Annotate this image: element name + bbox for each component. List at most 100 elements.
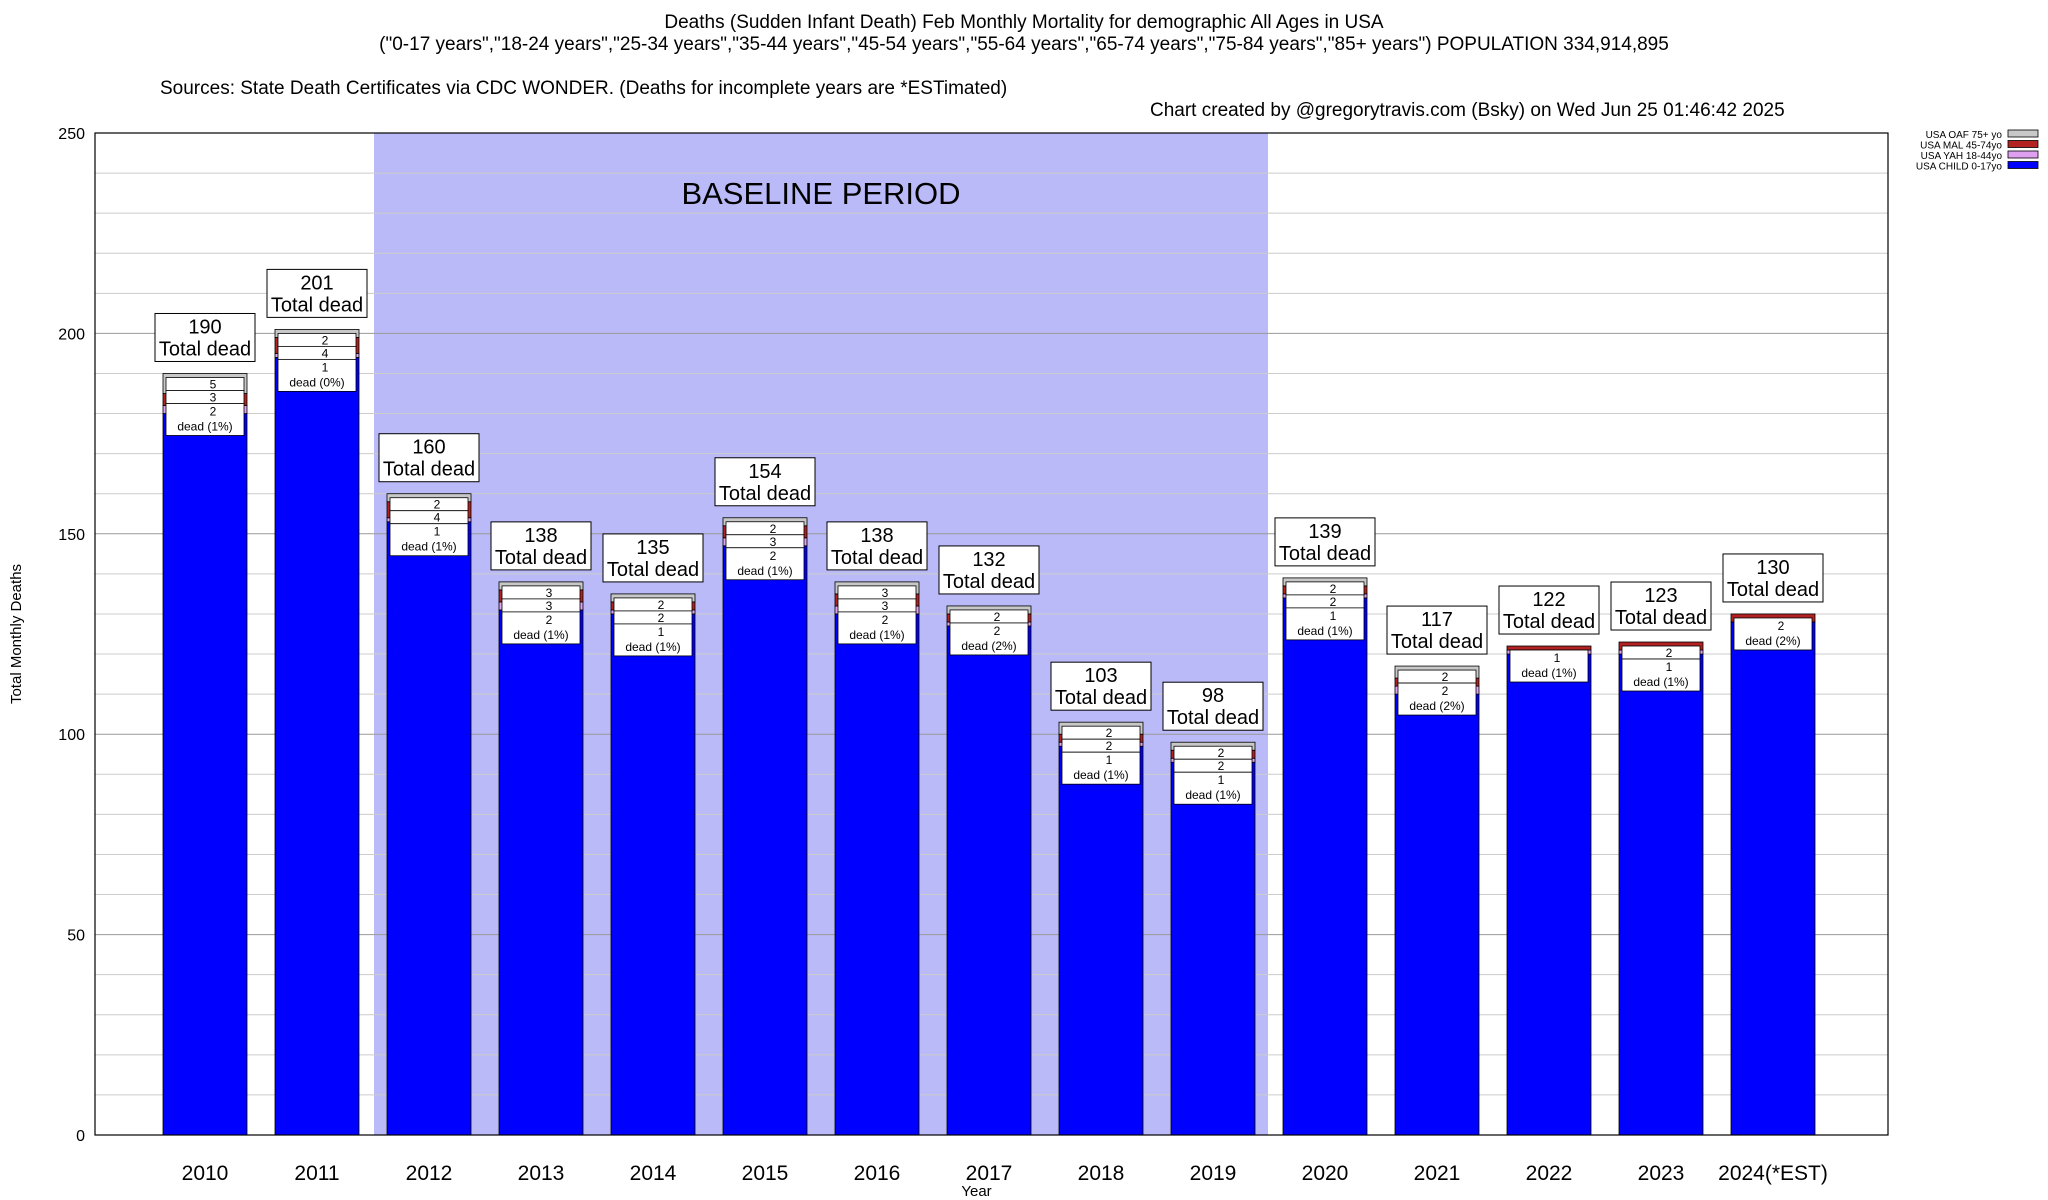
child-percent-label: dead (1%) <box>1521 666 1576 680</box>
child-value-label: 2 <box>1778 619 1785 633</box>
total-dead-label: Total dead <box>1727 579 1819 601</box>
child-value-label: 1 <box>1218 773 1225 787</box>
total-dead-label: Total dead <box>943 571 1035 593</box>
x-tick-label: 2011 <box>294 1162 339 1185</box>
x-tick-label: 2012 <box>406 1162 453 1185</box>
x-tick-label: 2024(*EST) <box>1718 1162 1828 1185</box>
total-value-label: 117 <box>1421 609 1453 631</box>
x-tick-label: 2016 <box>854 1162 901 1185</box>
total-label-box <box>714 457 816 507</box>
bar-segment <box>1170 761 1256 1136</box>
segment-label-box <box>1173 758 1253 773</box>
total-value-label: 130 <box>1756 557 1789 579</box>
legend-swatch <box>2007 140 2039 148</box>
sources-text: Sources: State Death Certificates via CD… <box>160 78 1008 99</box>
segment-value-label: 3 <box>882 599 889 613</box>
y-axis-label: Total Monthly Deaths <box>8 564 25 704</box>
segment-value-label: 5 <box>210 377 217 391</box>
child-percent-label: dead (1%) <box>1297 624 1352 638</box>
child-value-label: 2 <box>882 613 889 627</box>
child-value-label: 1 <box>434 525 441 539</box>
segment-label-box <box>501 598 581 613</box>
child-percent-label: dead (1%) <box>1633 675 1688 689</box>
total-value-label: 132 <box>972 549 1005 571</box>
bar-segment <box>498 609 584 1136</box>
x-tick-label: 2023 <box>1638 1162 1685 1185</box>
x-tick-label: 2015 <box>742 1162 789 1185</box>
bar-segment <box>1394 693 1480 1136</box>
segment-label-box <box>1061 725 1141 740</box>
legend-swatch <box>2007 129 2039 138</box>
child-percent-label: dead (1%) <box>737 564 792 578</box>
segment-value-label: 2 <box>434 498 441 512</box>
baseline-period-label: BASELINE PERIOD <box>681 176 960 211</box>
segment-label-box <box>501 585 581 600</box>
child-label-box <box>725 547 805 581</box>
bar-segment <box>1618 653 1704 1136</box>
segment-label-box <box>837 585 917 600</box>
segment-label-box <box>277 332 357 347</box>
child-percent-label: dead (1%) <box>1185 788 1240 802</box>
bar-segment <box>386 521 472 1136</box>
bar-segment <box>1058 745 1144 1136</box>
total-value-label: 122 <box>1532 589 1565 611</box>
segment-value-label: 2 <box>658 598 665 612</box>
segment-value-label: 3 <box>882 586 889 600</box>
bar-segment <box>1730 621 1816 1136</box>
segment-value-label: 2 <box>322 333 329 347</box>
segment-label-box <box>1173 745 1253 760</box>
total-dead-label: Total dead <box>1055 687 1147 709</box>
total-value-label: 98 <box>1202 685 1224 707</box>
plot-border <box>94 132 1889 1136</box>
child-value-label: 2 <box>210 404 217 418</box>
total-label-box <box>938 545 1040 595</box>
child-value-label: 1 <box>1666 660 1673 674</box>
total-label-box <box>1386 605 1488 655</box>
y-tick-label: 50 <box>67 928 85 945</box>
segment-label-box <box>613 597 693 612</box>
y-tick-label: 200 <box>58 326 85 343</box>
x-tick-label: 2018 <box>1078 1162 1125 1185</box>
total-label-box <box>378 433 480 483</box>
segment-value-label: 2 <box>770 522 777 536</box>
segment-value-label: 2 <box>1666 646 1673 660</box>
x-tick-label: 2020 <box>1302 1162 1349 1185</box>
child-percent-label: dead (1%) <box>625 640 680 654</box>
chart-source-line: Sources: State Death Certificates via CD… <box>0 56 2048 122</box>
child-percent-label: dead (2%) <box>1745 634 1800 648</box>
chart-subtitle: ("0-17 years","18-24 years","25-34 years… <box>379 34 1669 55</box>
child-value-label: 1 <box>322 360 329 374</box>
segment-value-label: 2 <box>994 610 1001 624</box>
bar-segment <box>610 613 696 1136</box>
total-label-box <box>1274 517 1376 567</box>
segment-value-label: 3 <box>210 390 217 404</box>
total-label-box <box>1722 553 1824 603</box>
child-label-box <box>613 623 693 657</box>
total-value-label: 154 <box>748 461 781 483</box>
segment-label-box <box>837 598 917 613</box>
x-tick-label: 2017 <box>966 1162 1013 1185</box>
segment-label-box <box>613 610 693 625</box>
total-dead-label: Total dead <box>383 459 475 481</box>
total-value-label: 139 <box>1308 521 1341 543</box>
segment-value-label: 2 <box>1330 595 1337 609</box>
total-label-box <box>826 521 928 571</box>
segment-value-label: 2 <box>1330 582 1337 596</box>
total-value-label: 190 <box>188 316 221 338</box>
x-tick-label: 2013 <box>518 1162 565 1185</box>
segment-label-box <box>1285 581 1365 596</box>
total-label-box <box>490 521 592 571</box>
total-value-label: 160 <box>412 437 445 459</box>
y-tick-label: 250 <box>58 126 85 143</box>
y-tick-label: 150 <box>58 527 85 544</box>
total-dead-label: Total dead <box>1615 607 1707 629</box>
child-label-box <box>837 611 917 645</box>
child-value-label: 1 <box>658 625 665 639</box>
child-label-box <box>1621 658 1701 692</box>
child-percent-label: dead (1%) <box>177 419 232 433</box>
child-label-box <box>277 358 357 392</box>
legend-label: USA YAH 18-44yo <box>1921 151 2003 162</box>
child-value-label: 2 <box>994 624 1001 638</box>
total-dead-label: Total dead <box>1279 543 1371 565</box>
total-label-box <box>266 268 368 318</box>
